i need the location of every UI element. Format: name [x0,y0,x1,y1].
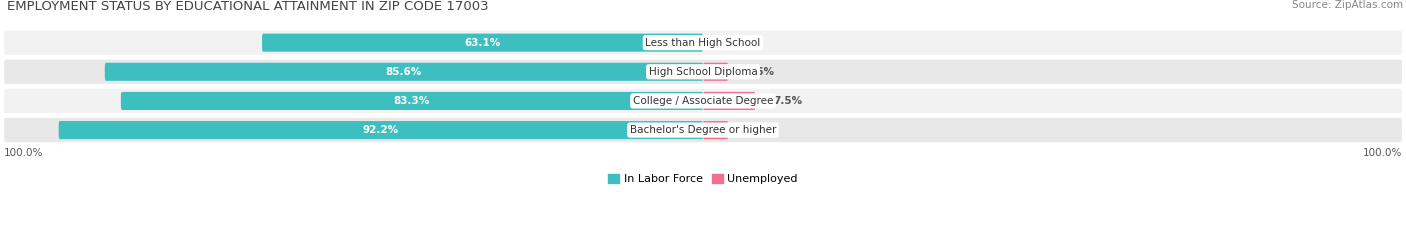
FancyBboxPatch shape [59,121,703,139]
FancyBboxPatch shape [703,121,728,139]
Text: 100.0%: 100.0% [4,148,44,158]
Text: Source: ZipAtlas.com: Source: ZipAtlas.com [1292,0,1403,10]
FancyBboxPatch shape [262,34,703,52]
Text: Bachelor's Degree or higher: Bachelor's Degree or higher [630,125,776,135]
FancyBboxPatch shape [4,89,1402,113]
Text: College / Associate Degree: College / Associate Degree [633,96,773,106]
FancyBboxPatch shape [105,63,703,81]
Text: 100.0%: 100.0% [1362,148,1402,158]
Text: EMPLOYMENT STATUS BY EDUCATIONAL ATTAINMENT IN ZIP CODE 17003: EMPLOYMENT STATUS BY EDUCATIONAL ATTAINM… [7,0,489,13]
Text: 3.6%: 3.6% [745,67,775,77]
Text: High School Diploma: High School Diploma [648,67,758,77]
FancyBboxPatch shape [4,60,1402,84]
FancyBboxPatch shape [703,63,728,81]
FancyBboxPatch shape [121,92,703,110]
Text: 83.3%: 83.3% [394,96,430,106]
Text: 0.0%: 0.0% [720,38,749,48]
Legend: In Labor Force, Unemployed: In Labor Force, Unemployed [603,169,803,188]
FancyBboxPatch shape [703,92,755,110]
FancyBboxPatch shape [4,31,1402,55]
FancyBboxPatch shape [4,118,1402,142]
Text: 92.2%: 92.2% [363,125,399,135]
Text: 7.5%: 7.5% [773,96,801,106]
Text: 85.6%: 85.6% [385,67,422,77]
Text: Less than High School: Less than High School [645,38,761,48]
Text: 3.6%: 3.6% [745,125,775,135]
Text: 63.1%: 63.1% [464,38,501,48]
